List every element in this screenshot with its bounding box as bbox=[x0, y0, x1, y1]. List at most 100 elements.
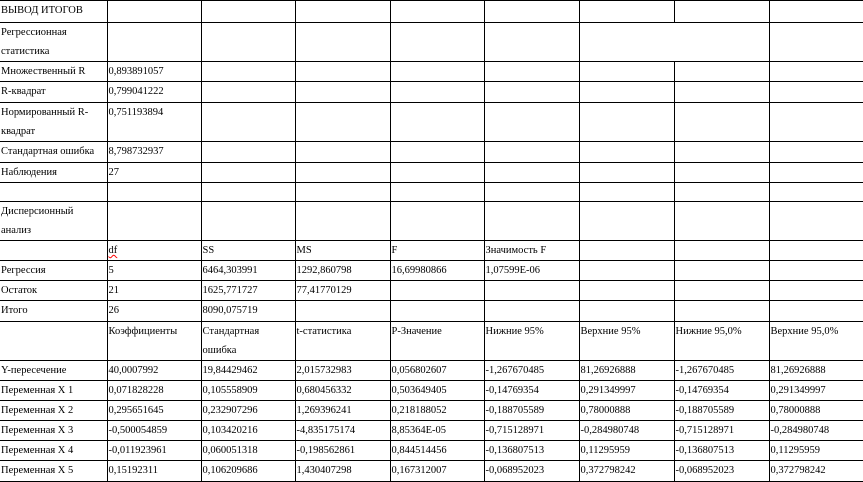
table-cell bbox=[578, 141, 675, 163]
table-row: Коэффициенты Стандартная ошибка t-статисти… bbox=[0, 321, 863, 361]
table-cell: -0,14769354 bbox=[673, 380, 770, 401]
table-cell bbox=[673, 81, 770, 103]
table-cell bbox=[294, 182, 391, 202]
table-cell: -0,198562861 bbox=[294, 440, 391, 461]
table-row: Переменная X 4 -0,011923961 0,060051318 -0,… bbox=[0, 440, 863, 461]
table-cell bbox=[106, 201, 202, 241]
table-cell bbox=[768, 81, 863, 103]
table-cell bbox=[768, 240, 863, 261]
table-row: Множественный R 0,893891057 bbox=[0, 61, 863, 82]
table-row: Регрессионная статистика bbox=[0, 22, 863, 62]
table-cell: 16,69980866 bbox=[389, 260, 485, 281]
table-cell bbox=[389, 141, 485, 163]
table-row: Остаток 21 1625,771727 77,41770129 bbox=[0, 280, 863, 301]
table-cell: 1,07599E-06 bbox=[483, 260, 580, 281]
table-row: Переменная X 2 0,295651645 0,232907296 1,26… bbox=[0, 400, 863, 421]
row-label-cell: Переменная X 2 bbox=[0, 400, 108, 421]
table-cell: 1625,771727 bbox=[200, 280, 296, 301]
table-cell: 40,0007992 bbox=[106, 360, 202, 381]
table-cell bbox=[200, 141, 296, 163]
table-cell bbox=[200, 182, 296, 202]
table-cell: F bbox=[389, 240, 485, 261]
table-cell bbox=[294, 141, 391, 163]
row-label-cell: Нормированный R-квадрат bbox=[0, 102, 108, 142]
table-cell bbox=[389, 61, 485, 82]
table-cell bbox=[578, 162, 675, 183]
table-cell bbox=[483, 280, 580, 301]
table-cell bbox=[768, 141, 863, 163]
row-label-cell: Y-пересечение bbox=[0, 360, 108, 381]
table-cell: 26 bbox=[106, 300, 202, 322]
row-label-cell: Регрессия bbox=[0, 260, 108, 281]
table-cell: 0,295651645 bbox=[106, 400, 202, 421]
table-cell bbox=[483, 81, 580, 103]
table-cell bbox=[768, 0, 863, 23]
table-cell: Верхние 95% bbox=[578, 321, 675, 361]
table-cell bbox=[673, 102, 770, 142]
table-cell: 0,680456332 bbox=[294, 380, 391, 401]
table-row: Y-пересечение 40,0007992 19,84429462 2,0157… bbox=[0, 360, 863, 381]
table-cell bbox=[768, 280, 863, 301]
row-label-cell: Дисперсионный анализ bbox=[0, 201, 108, 241]
row-label-cell: Переменная X 1 bbox=[0, 380, 108, 401]
table-cell bbox=[768, 22, 863, 62]
table-cell bbox=[578, 201, 675, 241]
table-cell: 0,103420216 bbox=[200, 420, 296, 441]
table-cell bbox=[768, 182, 863, 202]
table-cell: 0,167312007 bbox=[389, 460, 485, 482]
table-cell bbox=[673, 182, 770, 202]
table-cell: 0,056802607 bbox=[389, 360, 485, 381]
table-row: Итого 26 8090,075719 bbox=[0, 300, 863, 322]
table-cell: Верхние 95,0% bbox=[768, 321, 863, 361]
table-cell bbox=[578, 0, 675, 23]
table-cell bbox=[106, 182, 202, 202]
table-cell: 0,372798242 bbox=[768, 460, 863, 482]
table-cell bbox=[294, 22, 391, 62]
table-cell bbox=[578, 102, 675, 142]
table-cell bbox=[294, 300, 391, 322]
table-row: ВЫВОД ИТОГОВ bbox=[0, 0, 863, 23]
table-cell bbox=[578, 22, 770, 62]
row-label-cell: Стандартная ошибка bbox=[0, 141, 108, 163]
table-cell: -0,011923961 bbox=[106, 440, 202, 461]
table-cell: MS bbox=[294, 240, 391, 261]
table-cell: 19,84429462 bbox=[200, 360, 296, 381]
table-cell: 0,78000888 bbox=[578, 400, 675, 421]
table-cell: 1,430407298 bbox=[294, 460, 391, 482]
table-cell: 81,26926888 bbox=[578, 360, 675, 381]
row-label-cell: R-квадрат bbox=[0, 81, 108, 103]
table-cell: 6464,303991 bbox=[200, 260, 296, 281]
table-row: Дисперсионный анализ bbox=[0, 201, 863, 241]
table-cell: -4,835175174 bbox=[294, 420, 391, 441]
table-cell bbox=[389, 162, 485, 183]
table-cell: 0,291349997 bbox=[578, 380, 675, 401]
row-label-cell bbox=[0, 240, 108, 261]
table-cell: SS bbox=[200, 240, 296, 261]
table-cell: Стандартная ошибка bbox=[200, 321, 296, 361]
table-cell bbox=[768, 61, 863, 82]
table-row: Регрессия 5 6464,303991 1292,860798 16,69980… bbox=[0, 260, 863, 281]
table-cell: 0,15192311 bbox=[106, 460, 202, 482]
table-cell bbox=[389, 102, 485, 142]
table-cell: -0,188705589 bbox=[673, 400, 770, 421]
table-cell bbox=[483, 300, 580, 322]
table-cell bbox=[389, 81, 485, 103]
table-cell: 8,798732937 bbox=[106, 141, 202, 163]
table-cell: -1,267670485 bbox=[673, 360, 770, 381]
table-cell: -0,715128971 bbox=[673, 420, 770, 441]
table-cell: -0,284980748 bbox=[768, 420, 863, 441]
table-cell: 8090,075719 bbox=[200, 300, 296, 322]
table-cell bbox=[673, 240, 770, 261]
table-cell bbox=[673, 61, 770, 82]
table-cell: 0,105558909 bbox=[200, 380, 296, 401]
table-cell bbox=[673, 201, 770, 241]
table-cell: -0,068952023 bbox=[673, 460, 770, 482]
table-cell: t-статистика bbox=[294, 321, 391, 361]
table-cell: Значимость F bbox=[483, 240, 580, 261]
row-label-cell: Переменная X 5 bbox=[0, 460, 108, 482]
table-row: R-квадрат 0,799041222 bbox=[0, 81, 863, 103]
table-cell bbox=[673, 141, 770, 163]
table-cell bbox=[673, 280, 770, 301]
row-label-cell: Множественный R bbox=[0, 61, 108, 82]
table-cell bbox=[294, 102, 391, 142]
